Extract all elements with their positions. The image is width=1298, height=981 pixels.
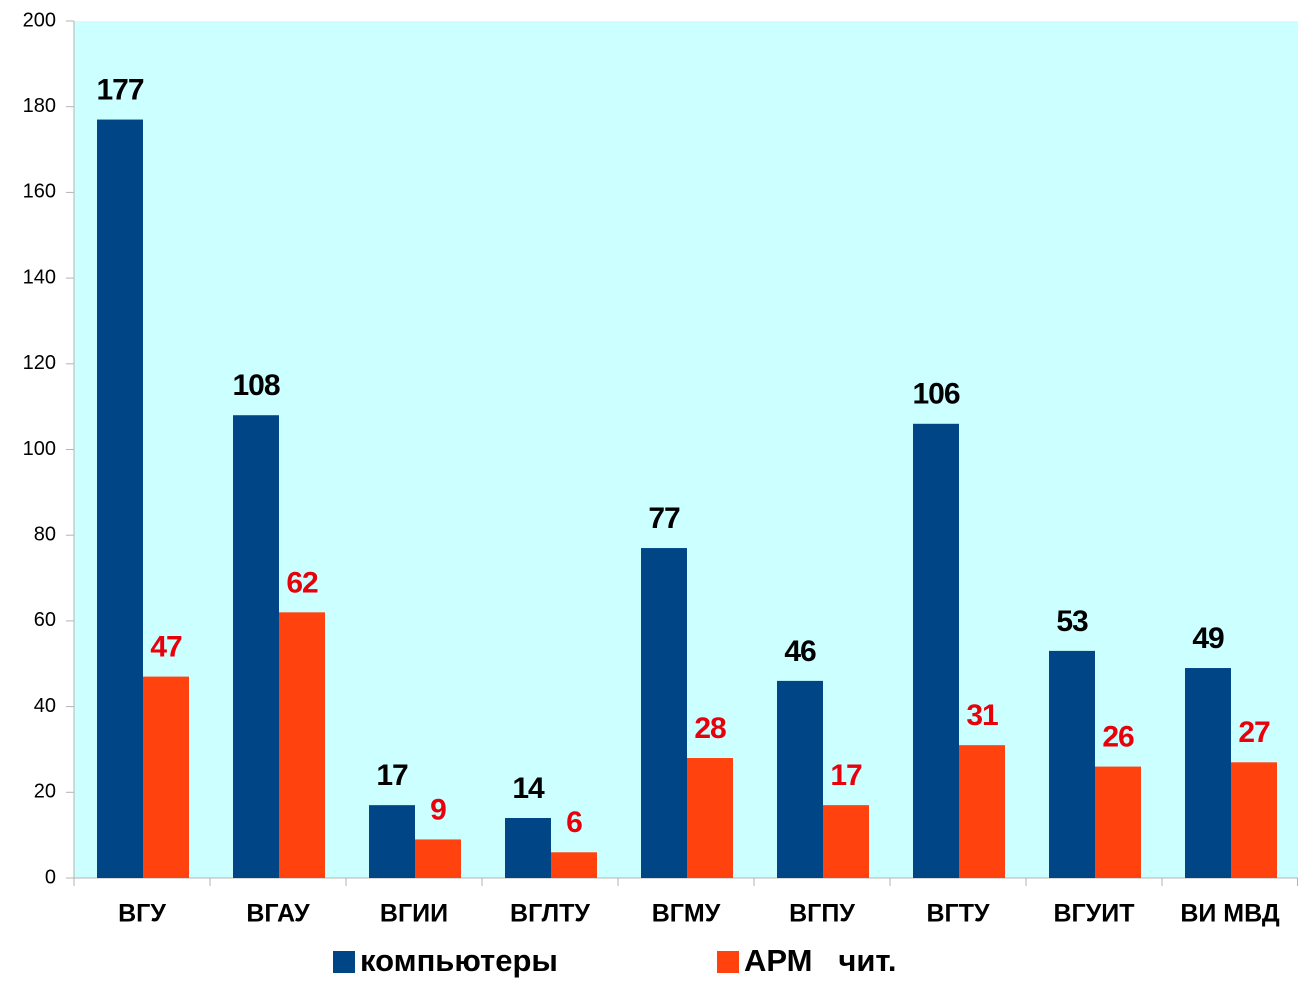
bar <box>143 676 189 878</box>
bar <box>1231 762 1277 878</box>
data-label: 27 <box>1238 716 1270 749</box>
legend-swatch <box>717 951 739 973</box>
bar <box>233 415 279 878</box>
y-tick-label: 200 <box>23 9 56 31</box>
bar <box>505 818 551 878</box>
x-tick-label: ВГПУ <box>789 900 855 928</box>
data-label: 17 <box>830 759 862 792</box>
bar <box>777 680 823 878</box>
data-label: 177 <box>96 73 143 106</box>
data-label: 17 <box>376 759 408 792</box>
x-tick-label: ВГЛТУ <box>510 900 590 928</box>
bar <box>279 612 325 878</box>
x-tick-label: ВИ МВД <box>1180 900 1280 928</box>
data-label: 62 <box>286 566 318 599</box>
data-label: 28 <box>694 712 726 745</box>
data-label: 108 <box>232 369 279 402</box>
x-tick-label: ВГУ <box>118 900 166 928</box>
data-label: 26 <box>1102 721 1134 754</box>
x-tick-label: ВГМУ <box>652 900 721 928</box>
x-tick-label: ВГИИ <box>380 900 448 928</box>
bar <box>913 423 959 878</box>
data-label: 9 <box>430 793 446 826</box>
y-tick-label: 0 <box>45 866 56 888</box>
data-label: 49 <box>1192 622 1224 655</box>
bar <box>641 548 687 878</box>
y-tick-label: 60 <box>34 609 56 631</box>
y-tick-label: 80 <box>34 523 56 545</box>
data-label: 46 <box>784 635 816 668</box>
bar <box>551 852 597 878</box>
bar <box>415 839 461 878</box>
legend-swatch <box>333 951 355 973</box>
bar <box>369 805 415 878</box>
data-label: 14 <box>512 772 545 805</box>
data-label: 31 <box>966 699 998 732</box>
bar <box>823 805 869 878</box>
legend-label: компьютеры <box>360 943 558 978</box>
y-tick-label: 180 <box>23 95 56 117</box>
y-tick-label: 40 <box>34 695 56 717</box>
y-tick-label: 100 <box>23 438 56 460</box>
y-tick-label: 140 <box>23 266 56 288</box>
y-tick-label: 120 <box>23 352 56 374</box>
bar <box>959 745 1005 878</box>
x-tick-label: ВГУИТ <box>1053 900 1134 928</box>
legend-label: АРМ чит. <box>744 943 896 978</box>
x-tick-label: ВГАУ <box>246 900 310 928</box>
x-tick-label: ВГТУ <box>926 900 989 928</box>
data-label: 77 <box>648 502 680 535</box>
data-label: 6 <box>566 806 582 839</box>
data-label: 47 <box>150 631 182 664</box>
data-label: 106 <box>912 378 959 411</box>
bar <box>1185 668 1231 878</box>
y-tick-label: 160 <box>23 181 56 203</box>
data-label: 53 <box>1056 605 1088 638</box>
bar <box>1049 650 1095 878</box>
bar <box>1095 766 1141 878</box>
y-tick-label: 20 <box>34 781 56 803</box>
bar <box>97 119 143 879</box>
bar <box>687 758 733 878</box>
